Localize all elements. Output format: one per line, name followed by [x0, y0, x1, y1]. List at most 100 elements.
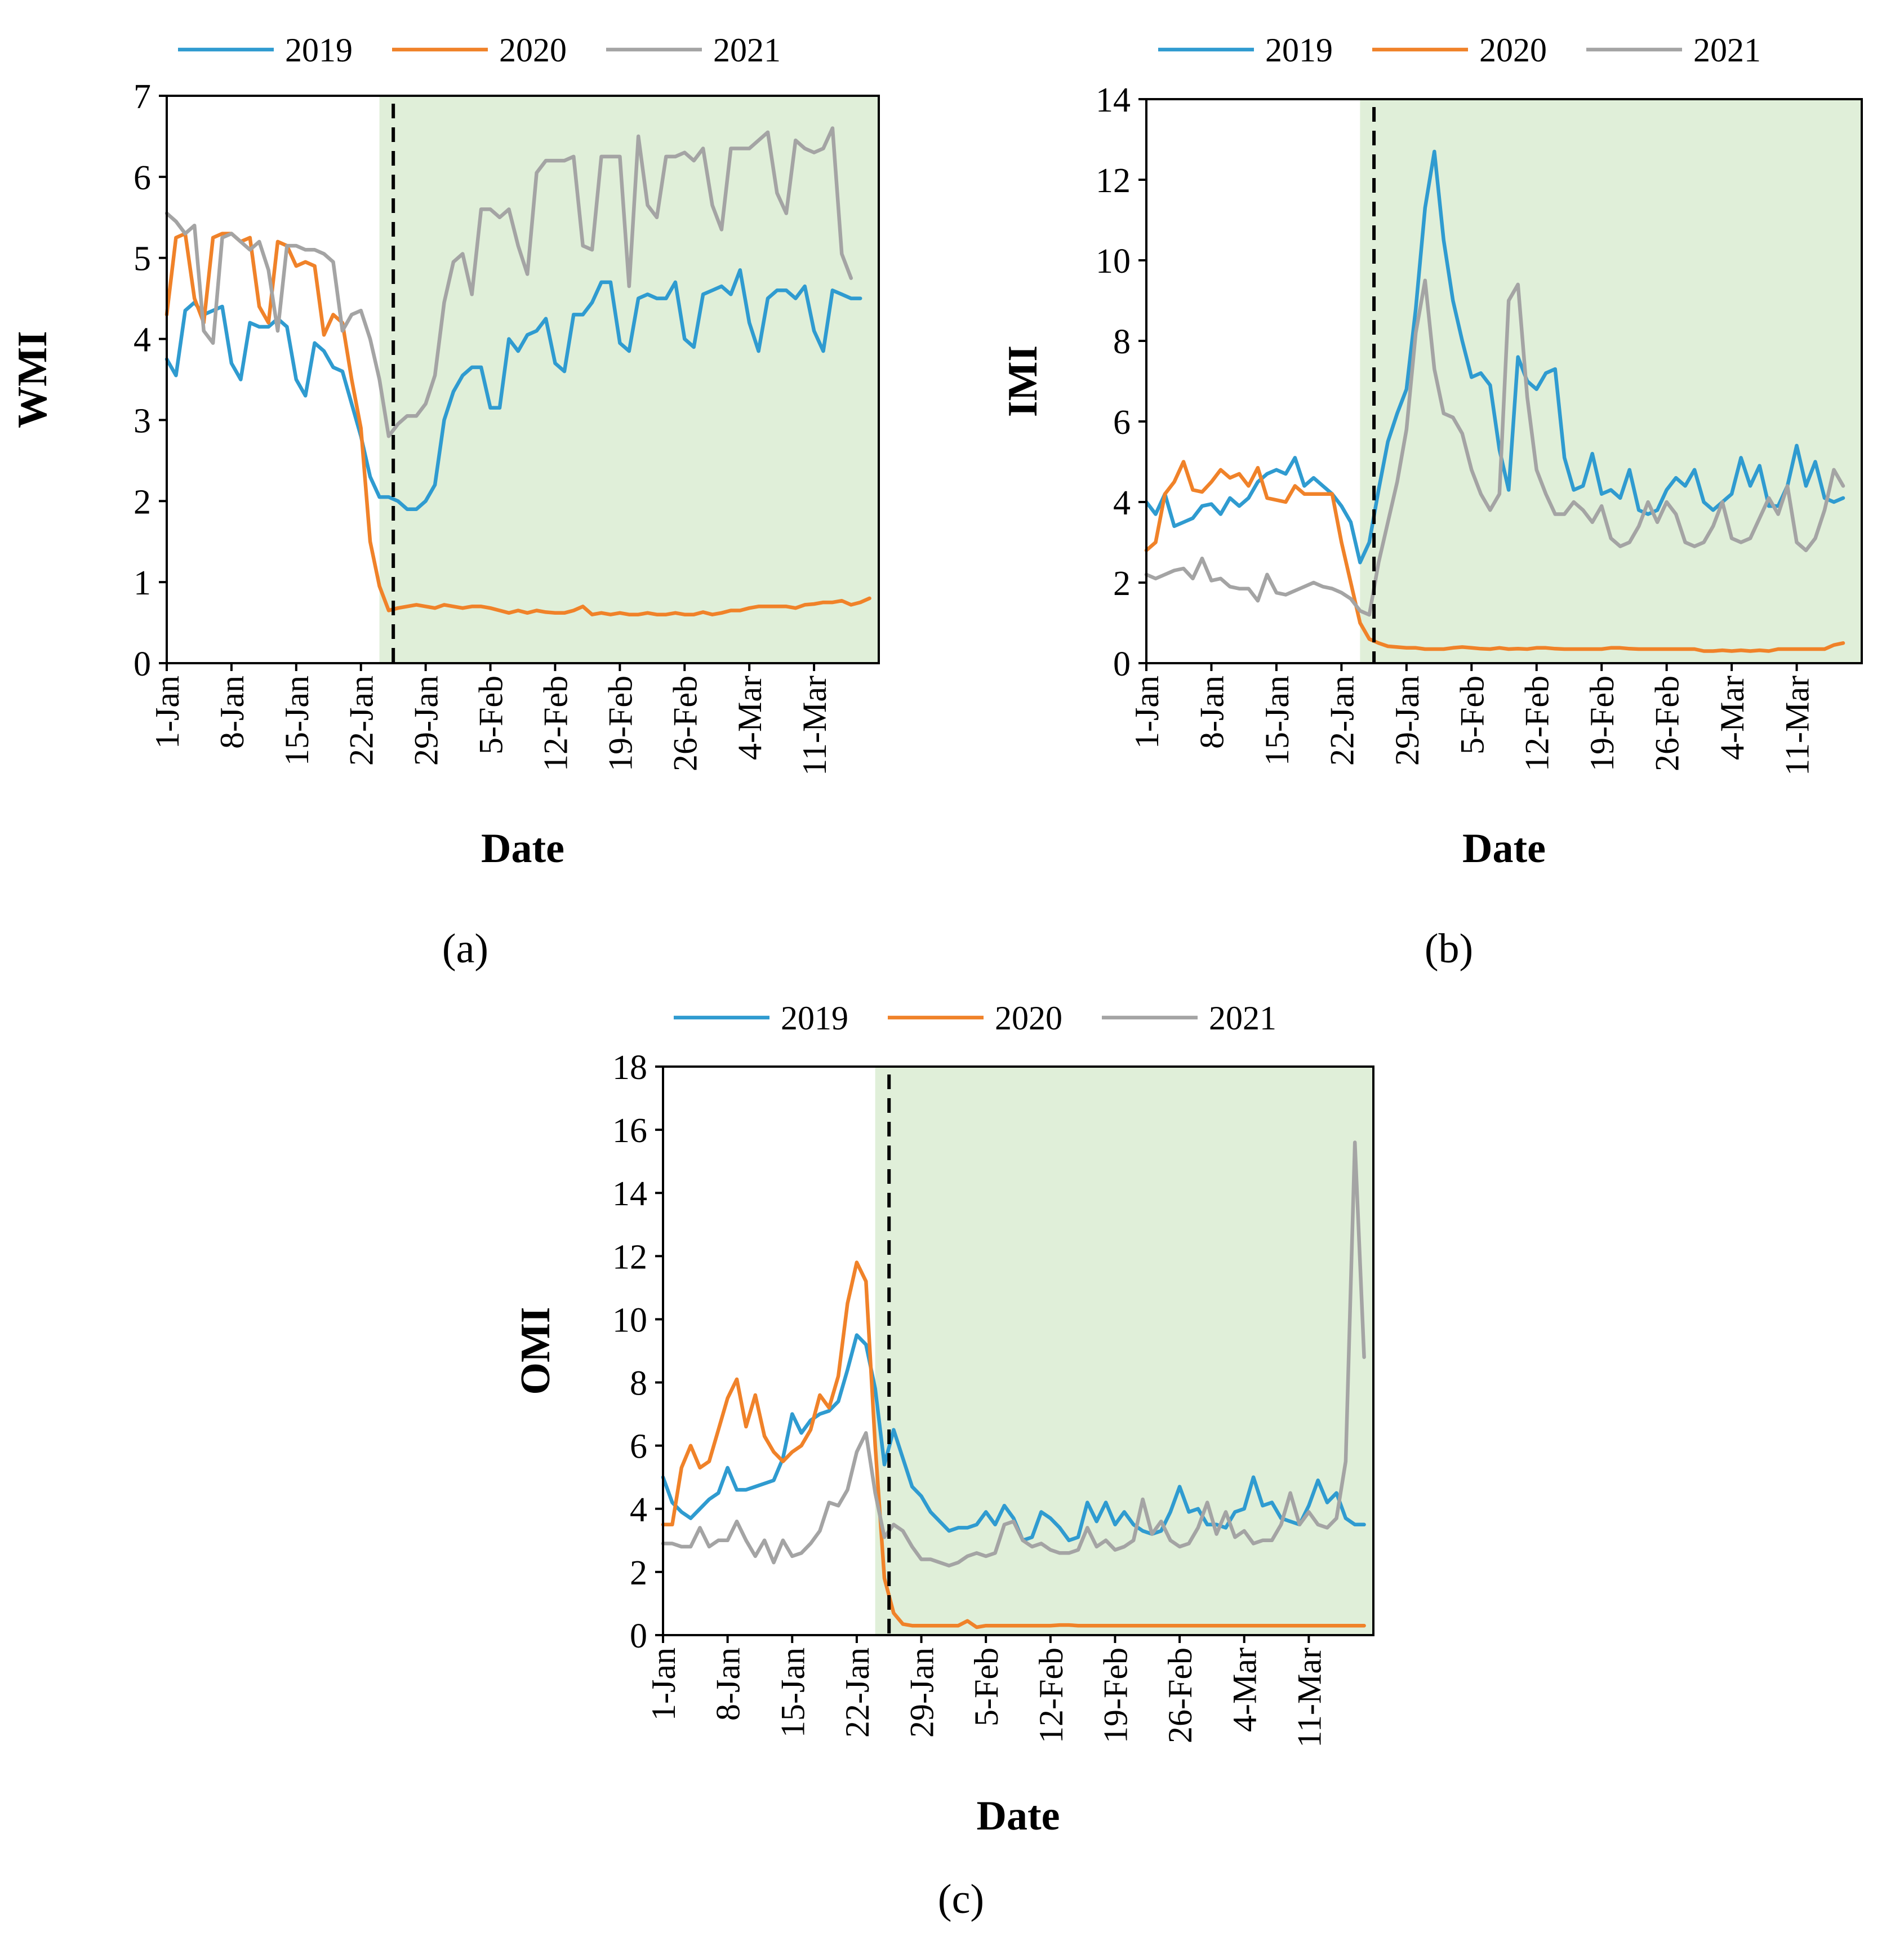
x-tick-label: 26-Feb — [1649, 676, 1686, 771]
y-tick-label: 7 — [134, 78, 151, 116]
x-tick-label: 19-Feb — [1097, 1648, 1134, 1743]
series-line-2019 — [661, 1333, 1366, 1543]
legend-label-2021: 2021 — [1209, 1000, 1276, 1037]
x-tick-label: 5-Feb — [1453, 676, 1491, 754]
x-tick-label: 15-Jan — [774, 1648, 811, 1738]
y-tick-label: 12 — [612, 1238, 647, 1276]
y-tick-label: 4 — [1113, 484, 1131, 522]
y-tick-label: 1 — [134, 564, 151, 602]
y-tick-label: 2 — [134, 483, 151, 521]
x-tick-label: 19-Feb — [1583, 676, 1621, 771]
x-tick-label: 29-Jan — [408, 676, 445, 766]
y-tick-label: 14 — [612, 1175, 647, 1213]
y-tick-label: 18 — [612, 1049, 647, 1087]
x-tick-label: 4-Mar — [1714, 676, 1751, 760]
y-tick-label: 0 — [134, 645, 151, 683]
y-tick-label: 5 — [134, 240, 151, 278]
x-tick-label: 22-Jan — [839, 1648, 876, 1738]
y-tick-label: 10 — [1096, 242, 1131, 281]
y-tick-label: 8 — [630, 1365, 647, 1403]
legend-label-2021: 2021 — [713, 32, 781, 69]
y-tick-label: 6 — [134, 159, 151, 197]
y-tick-label: 16 — [612, 1112, 647, 1150]
plot-area-c: 0 2 4 6 8 10 12 14 16 18 1-Jan 8-Jan 15-Jan 22-Jan 29-… — [612, 1049, 1374, 1748]
legend-item-2019: 2019 — [178, 32, 353, 69]
x-tick-label: 12-Feb — [537, 676, 574, 771]
legend-item-2021: 2021 — [1586, 32, 1761, 69]
series-line-2021 — [164, 126, 853, 438]
series-line-2020 — [1144, 460, 1845, 653]
legend-label-2019: 2019 — [781, 1000, 848, 1037]
x-tick-label: 4-Mar — [731, 676, 768, 760]
chart-panel-a: 2019 2020 2021 0 1 2 3 4 5 6 7 1-Jan 8-Jan 15-Jan 22-… — [10, 32, 880, 972]
x-tick-label: 12-Feb — [1519, 676, 1556, 771]
chart-panel-b: 2019 2020 2021 0 2 4 6 8 10 12 14 1-Jan 8-Jan 15-Jan… — [1000, 32, 1863, 972]
legend-label-2019: 2019 — [285, 32, 353, 69]
x-tick-label: 15-Jan — [1258, 676, 1296, 766]
x-tick-label: 29-Jan — [904, 1648, 941, 1738]
y-tick-label: 3 — [134, 402, 151, 440]
y-tick-label: 2 — [1113, 565, 1131, 603]
y-tick-label: 6 — [1113, 403, 1131, 442]
y-tick-label: 4 — [630, 1491, 647, 1529]
legend-label-2020: 2020 — [499, 32, 567, 69]
x-tick-label: 29-Jan — [1389, 676, 1426, 766]
panel-label-a: (a) — [442, 926, 488, 972]
legend-c: 2019 2020 2021 — [674, 1000, 1276, 1037]
x-tick-label: 8-Jan — [213, 676, 251, 749]
x-tick-label: 12-Feb — [1033, 1648, 1070, 1743]
chart-panel-c: 2019 2020 2021 0 2 4 6 8 10 12 14 16 18 1-Jan 8-Jan 15… — [513, 1000, 1374, 1922]
x-tick-label: 22-Jan — [343, 676, 380, 766]
legend-label-2021: 2021 — [1693, 32, 1761, 69]
plot-frame — [166, 95, 880, 664]
legend-label-2019: 2019 — [1265, 32, 1333, 69]
x-tick-label: 15-Jan — [278, 676, 315, 766]
plot-area-a: 0 1 2 3 4 5 6 7 1-Jan 8-Jan 15-Jan 22-Jan 29-Jan 5-Fe… — [134, 78, 880, 776]
x-tick-label: 11-Mar — [1779, 676, 1816, 776]
x-axis-label-a: Date — [481, 825, 564, 872]
x-tick-label: 22-Jan — [1323, 676, 1360, 766]
x-tick-label: 1-Jan — [1128, 676, 1165, 749]
panel-label-c: (c) — [938, 1876, 984, 1922]
legend-item-2020: 2020 — [1372, 32, 1547, 69]
x-axis-label-c: Date — [977, 1793, 1060, 1839]
series-line-2020 — [164, 232, 871, 616]
x-tick-label: 1-Jan — [149, 676, 186, 749]
y-axis-label-a: WMI — [10, 331, 56, 428]
series-line-2020 — [661, 1260, 1366, 1629]
legend-item-2020: 2020 — [888, 1000, 1062, 1037]
legend-a: 2019 2020 2021 — [178, 32, 781, 69]
legend-item-2019: 2019 — [1158, 32, 1333, 69]
x-tick-label: 11-Mar — [796, 676, 833, 776]
legend-b: 2019 2020 2021 — [1158, 32, 1761, 69]
series-line-2019 — [164, 268, 862, 511]
legend-label-2020: 2020 — [995, 1000, 1062, 1037]
shaded-region — [379, 96, 879, 663]
x-tick-label: 26-Feb — [1162, 1648, 1199, 1743]
plot-area-b: 0 2 4 6 8 10 12 14 1-Jan 8-Jan 15-Jan 22-Jan 29-Jan 5… — [1096, 81, 1863, 776]
y-axis-label-b: IMI — [1000, 345, 1046, 417]
y-tick-label: 14 — [1096, 81, 1131, 119]
series-line-2021 — [661, 1140, 1366, 1568]
shaded-region — [875, 1067, 1373, 1635]
plot-frame — [662, 1065, 1374, 1636]
x-tick-label: 5-Feb — [968, 1648, 1005, 1726]
legend-item-2019: 2019 — [674, 1000, 848, 1037]
x-tick-label: 1-Jan — [645, 1648, 682, 1721]
legend-item-2021: 2021 — [606, 32, 781, 69]
y-tick-label: 6 — [630, 1428, 647, 1466]
shaded-region — [1360, 99, 1862, 663]
y-tick-label: 2 — [630, 1554, 647, 1592]
legend-label-2020: 2020 — [1479, 32, 1547, 69]
x-tick-label: 8-Jan — [710, 1648, 747, 1721]
plot-frame — [1145, 98, 1863, 664]
y-tick-label: 10 — [612, 1301, 647, 1339]
legend-item-2020: 2020 — [392, 32, 567, 69]
y-tick-label: 12 — [1096, 162, 1131, 200]
y-axis-label-c: OMI — [513, 1307, 559, 1395]
y-tick-label: 8 — [1113, 323, 1131, 361]
x-tick-label: 19-Feb — [602, 676, 639, 771]
y-tick-label: 0 — [1113, 645, 1131, 683]
x-tick-label: 4-Mar — [1226, 1648, 1264, 1732]
